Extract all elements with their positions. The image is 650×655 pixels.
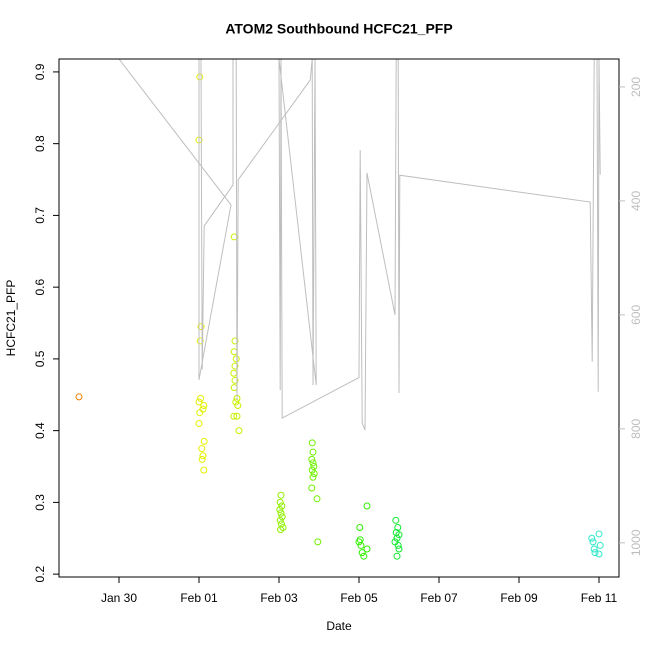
data-point [200,466,208,474]
data-point [394,541,402,549]
data-point [394,523,402,531]
data-point [277,509,285,517]
y2-tick-label: 200 [629,77,643,97]
data-point [197,394,205,402]
data-point [234,402,242,410]
y-tick-label: 0.3 [33,494,47,511]
y-tick-label: 0.2 [33,565,47,582]
data-point [588,534,596,542]
x-tick-label: Feb 07 [420,591,458,605]
data-point [308,455,316,463]
data-point [276,506,284,514]
data-point [391,538,399,546]
x-axis-label: Date [326,619,352,633]
data-point [199,405,207,413]
data-point [358,549,366,557]
x-tick-label: Feb 01 [180,591,218,605]
data-point [196,409,204,417]
data-point [591,549,599,557]
x-tick-label: Feb 05 [340,591,378,605]
data-point [230,233,238,241]
plot-area [75,59,604,560]
data-point [277,526,285,534]
data-point [196,73,204,81]
data-point [235,427,243,435]
data-point [596,541,604,549]
data-point [278,513,286,521]
data-point [355,538,363,546]
data-point [278,502,286,510]
plot-frame [58,58,620,578]
data-point [314,538,322,546]
pressure-line [118,59,601,431]
data-point [309,459,317,467]
x-tick-label: Feb 09 [500,591,538,605]
data-point [310,463,318,471]
data-point [196,337,204,345]
data-point [392,516,400,524]
data-point [276,498,284,506]
y2-tick-label: 800 [629,419,643,439]
data-point [308,484,316,492]
data-point [230,412,238,420]
data-point [232,398,240,406]
data-point [276,516,284,524]
data-point [75,393,83,401]
data-point [198,455,206,463]
data-point [356,523,364,531]
y-axis-label: HCFC21_PFP [4,280,18,357]
data-point [395,531,403,539]
y-tick-label: 0.8 [33,135,47,152]
y-tick-label: 0.6 [33,278,47,295]
data-point [357,541,365,549]
data-point [363,545,371,553]
y2-tick-label: 1000 [629,529,643,556]
data-point [309,473,317,481]
data-point [308,439,316,447]
data-point [233,412,241,420]
data-point [595,530,603,538]
data-point [595,550,603,558]
data-point [232,355,240,363]
data-point [590,545,598,553]
data-point [200,402,208,410]
x-tick-label: Feb 11 [581,591,618,605]
data-point [277,520,285,528]
data-point [198,445,206,453]
data-point [393,552,401,560]
data-point [309,448,317,456]
data-point [393,534,401,542]
chart-title: ATOM2 Southbound HCFC21_PFP [225,21,452,37]
data-point [231,362,239,370]
data-point [360,552,368,560]
data-point [313,495,321,503]
data-point [200,437,208,445]
data-point [277,491,285,499]
data-point [197,323,205,331]
data-point [195,419,203,427]
data-point [195,398,203,406]
data-point [310,470,318,478]
data-point [363,502,371,510]
data-point [230,369,238,377]
y-tick-label: 0.5 [33,350,47,367]
data-point [231,337,239,345]
y-tick-label: 0.9 [33,63,47,80]
data-point [589,538,597,546]
y2-tick-label: 400 [629,191,643,211]
data-point [199,452,207,460]
y-tick-label: 0.7 [33,207,47,224]
data-point [230,384,238,392]
data-point [308,466,316,474]
data-point [231,376,239,384]
x-tick-label: Feb 03 [260,591,298,605]
data-point [279,523,287,531]
y-tick-label: 0.4 [33,422,47,439]
data-point [230,348,238,356]
y2-tick-label: 600 [629,305,643,325]
data-point [395,545,403,553]
x-tick-label: Jan 30 [101,591,137,605]
